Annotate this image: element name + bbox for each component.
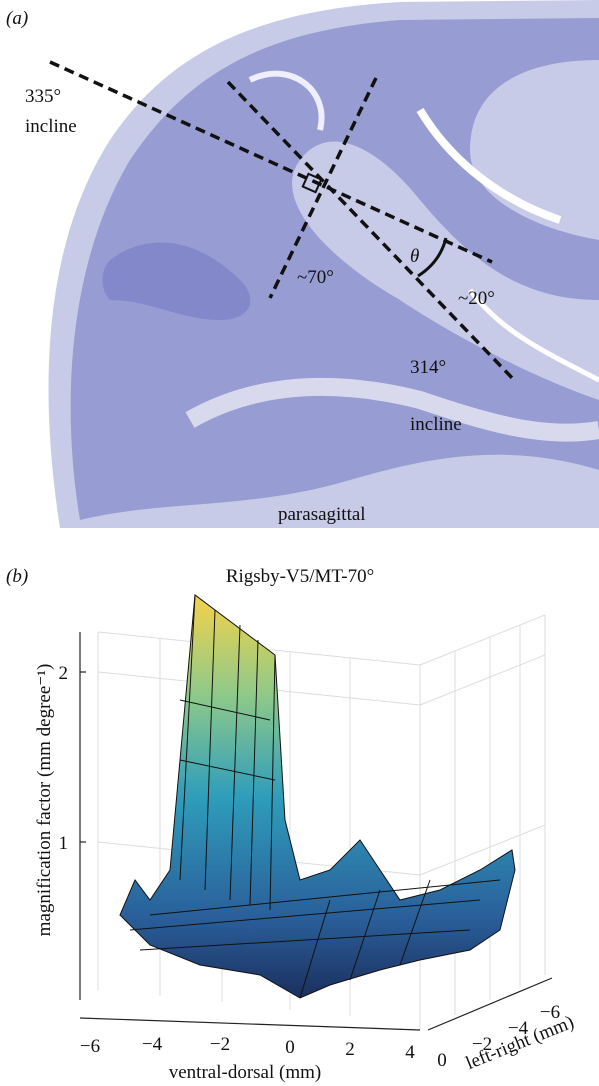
- y-tick-label: −6: [540, 1002, 560, 1023]
- z-tick-label: 2: [59, 663, 69, 684]
- plot-title: Rigsby-V5/MT-70°: [226, 566, 374, 587]
- x-tick-label: −4: [142, 1034, 163, 1055]
- panel-label: (a): [6, 8, 28, 29]
- z-axis-label: magnification factor (mm degree⁻¹): [34, 664, 55, 937]
- y-tick-label: 0: [437, 1050, 447, 1071]
- x-tick-label: −6: [80, 1036, 100, 1057]
- surface-plot: [79, 594, 553, 1031]
- x-tick-label: 0: [285, 1037, 295, 1058]
- z-tick-label: 1: [59, 833, 69, 854]
- annotation: 335°: [25, 86, 61, 107]
- annotation: ~20°: [458, 288, 495, 309]
- annotation: 314°: [410, 357, 446, 378]
- annotation: θ: [410, 246, 419, 267]
- y-tick-label: −2: [472, 1034, 492, 1055]
- x-tick-label: 4: [405, 1042, 415, 1063]
- annotation: incline: [25, 116, 77, 137]
- annotation: parasagittal: [278, 504, 366, 525]
- panel-label: (b): [6, 566, 28, 587]
- x-tick-label: 2: [345, 1039, 355, 1060]
- x-tick-label: −2: [210, 1034, 230, 1055]
- histology-image: [0, 0, 599, 528]
- x-axis-label: ventral-dorsal (mm): [169, 1062, 321, 1083]
- annotation: ~70°: [297, 267, 334, 288]
- y-tick-label: −4: [508, 1018, 529, 1039]
- annotation: incline: [410, 414, 462, 435]
